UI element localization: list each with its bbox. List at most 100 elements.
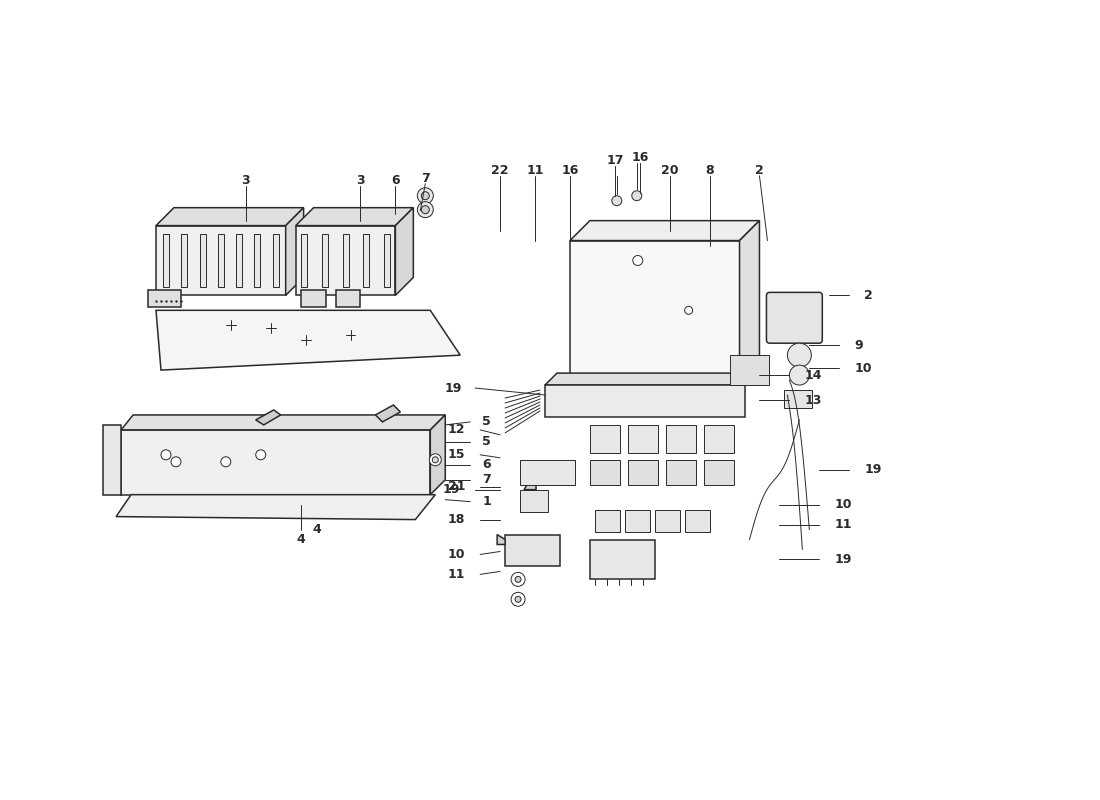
Bar bbox=[590, 539, 654, 579]
Polygon shape bbox=[739, 221, 759, 380]
Bar bbox=[254, 234, 261, 287]
Text: 5: 5 bbox=[482, 415, 491, 429]
Bar bbox=[218, 234, 223, 287]
Polygon shape bbox=[570, 221, 759, 241]
Circle shape bbox=[421, 192, 429, 200]
Text: 2: 2 bbox=[755, 164, 763, 178]
Bar bbox=[182, 234, 187, 287]
Text: 20: 20 bbox=[661, 164, 679, 178]
Circle shape bbox=[631, 190, 641, 201]
Circle shape bbox=[221, 457, 231, 466]
Text: 15: 15 bbox=[448, 448, 465, 462]
Polygon shape bbox=[286, 208, 304, 295]
Text: 11: 11 bbox=[526, 164, 543, 178]
Bar bbox=[625, 510, 650, 531]
Circle shape bbox=[417, 202, 433, 218]
Circle shape bbox=[612, 196, 621, 206]
Text: 2: 2 bbox=[865, 289, 873, 302]
Bar bbox=[590, 425, 619, 453]
Text: 7: 7 bbox=[482, 474, 491, 486]
Text: 21: 21 bbox=[448, 480, 465, 493]
Bar bbox=[654, 510, 680, 531]
Text: 19: 19 bbox=[444, 382, 462, 394]
Text: 19: 19 bbox=[865, 463, 881, 476]
Bar bbox=[520, 460, 575, 485]
Bar bbox=[163, 234, 169, 287]
Polygon shape bbox=[300, 290, 326, 307]
Polygon shape bbox=[375, 405, 400, 422]
Text: 7: 7 bbox=[421, 172, 430, 186]
Circle shape bbox=[429, 454, 441, 466]
Text: 6: 6 bbox=[482, 458, 491, 471]
Text: 1: 1 bbox=[482, 495, 491, 508]
Circle shape bbox=[421, 206, 429, 214]
Bar bbox=[704, 460, 734, 485]
Polygon shape bbox=[117, 494, 436, 519]
Polygon shape bbox=[296, 208, 414, 226]
Polygon shape bbox=[156, 208, 304, 226]
Text: 14: 14 bbox=[804, 369, 822, 382]
Polygon shape bbox=[570, 241, 739, 380]
Bar bbox=[628, 425, 658, 453]
FancyBboxPatch shape bbox=[767, 292, 823, 343]
Text: 12: 12 bbox=[448, 423, 465, 436]
Circle shape bbox=[684, 306, 693, 314]
Polygon shape bbox=[430, 415, 446, 494]
Circle shape bbox=[515, 576, 521, 582]
Polygon shape bbox=[395, 208, 414, 295]
Bar bbox=[704, 425, 734, 453]
Polygon shape bbox=[156, 226, 286, 295]
Text: 16: 16 bbox=[631, 151, 649, 164]
Bar bbox=[300, 234, 307, 287]
Bar bbox=[199, 234, 206, 287]
Circle shape bbox=[790, 365, 810, 385]
Circle shape bbox=[417, 188, 433, 204]
Bar bbox=[236, 234, 242, 287]
Text: 19: 19 bbox=[834, 553, 851, 566]
Text: 19: 19 bbox=[443, 483, 460, 496]
Polygon shape bbox=[121, 430, 430, 494]
Bar bbox=[628, 460, 658, 485]
Text: 13: 13 bbox=[804, 394, 822, 406]
Bar bbox=[666, 425, 695, 453]
Bar bbox=[544, 385, 745, 417]
Circle shape bbox=[788, 343, 812, 367]
Bar bbox=[321, 234, 328, 287]
Circle shape bbox=[512, 572, 525, 586]
Text: 9: 9 bbox=[855, 338, 862, 352]
Text: 18: 18 bbox=[448, 513, 465, 526]
Polygon shape bbox=[544, 373, 757, 385]
Circle shape bbox=[512, 592, 525, 606]
Bar bbox=[590, 460, 619, 485]
Circle shape bbox=[170, 457, 180, 466]
Text: 10: 10 bbox=[448, 548, 465, 561]
Text: 3: 3 bbox=[242, 174, 250, 187]
Circle shape bbox=[161, 450, 170, 460]
Circle shape bbox=[515, 596, 521, 602]
Text: 4: 4 bbox=[296, 533, 305, 546]
Polygon shape bbox=[336, 290, 361, 307]
Polygon shape bbox=[103, 425, 121, 494]
Bar bbox=[684, 510, 710, 531]
Polygon shape bbox=[121, 415, 446, 430]
Text: 17: 17 bbox=[606, 154, 624, 167]
Polygon shape bbox=[296, 226, 395, 295]
Text: 10: 10 bbox=[834, 498, 851, 511]
Text: 16: 16 bbox=[561, 164, 579, 178]
Circle shape bbox=[432, 457, 438, 462]
Text: 5: 5 bbox=[482, 435, 491, 448]
Circle shape bbox=[632, 255, 642, 266]
Bar bbox=[729, 355, 769, 385]
Bar bbox=[273, 234, 278, 287]
Circle shape bbox=[255, 450, 266, 460]
Bar bbox=[505, 534, 560, 566]
Text: 22: 22 bbox=[492, 164, 509, 178]
Polygon shape bbox=[148, 290, 180, 307]
Bar bbox=[520, 490, 548, 512]
Bar bbox=[595, 510, 619, 531]
Polygon shape bbox=[255, 410, 280, 425]
Text: 10: 10 bbox=[855, 362, 871, 374]
Text: 8: 8 bbox=[705, 164, 714, 178]
Bar bbox=[342, 234, 349, 287]
Polygon shape bbox=[497, 534, 505, 545]
